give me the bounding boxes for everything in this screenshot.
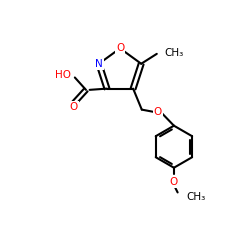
Text: O: O <box>116 43 124 53</box>
Text: CH₃: CH₃ <box>164 48 184 58</box>
Text: HO: HO <box>55 70 71 80</box>
Text: O: O <box>70 102 78 112</box>
Text: N: N <box>95 59 103 69</box>
Text: O: O <box>170 177 178 187</box>
Text: CH₃: CH₃ <box>187 192 206 202</box>
Text: O: O <box>154 107 162 117</box>
